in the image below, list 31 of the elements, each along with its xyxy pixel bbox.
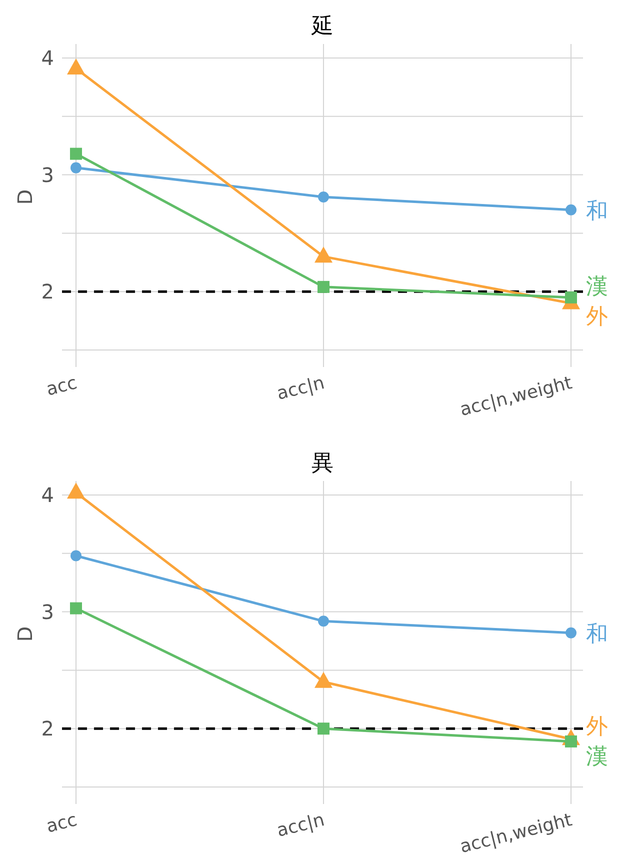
x-tick-label: acc (44, 809, 80, 838)
point (70, 602, 82, 614)
y-axis-title: D (13, 189, 37, 205)
point (318, 616, 329, 627)
series-label: 和 (586, 198, 608, 224)
x-tick-label: acc|n (274, 372, 327, 405)
y-axis-title: D (13, 626, 37, 642)
y-tick-label: 3 (41, 600, 54, 624)
series-label: 漢 (586, 744, 608, 770)
series-label: 和 (586, 622, 608, 647)
point (318, 192, 329, 202)
point (70, 148, 82, 160)
point (566, 627, 576, 638)
y-tick-label: 3 (41, 162, 54, 187)
point (565, 291, 577, 304)
chart-title: 異 (312, 451, 334, 476)
series-label: 外 (586, 714, 608, 740)
point (70, 550, 82, 562)
x-tick-label: acc|n (274, 809, 327, 842)
series-label: 漢 (586, 274, 608, 300)
series-label: 外 (586, 304, 608, 330)
x-tick-label: acc (44, 372, 80, 400)
y-tick-label: 2 (41, 716, 54, 741)
point (70, 162, 82, 174)
y-tick-label: 4 (41, 483, 54, 508)
y-tick-label: 4 (41, 46, 54, 70)
chart-title: 延 (310, 14, 334, 39)
point (318, 722, 330, 735)
point (318, 280, 330, 293)
y-tick-label: 2 (41, 280, 54, 304)
point (566, 204, 576, 216)
